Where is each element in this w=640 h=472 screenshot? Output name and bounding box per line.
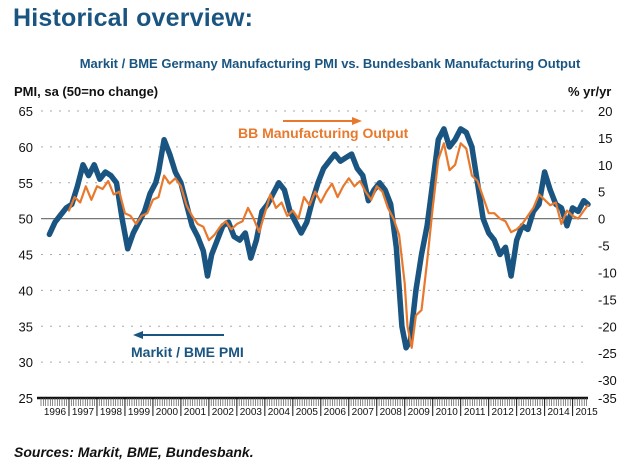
- right-tick-label: -15: [598, 292, 617, 307]
- pmi-legend-label: Markit / BME PMI: [131, 344, 244, 360]
- right-tick-label: 5: [598, 185, 605, 200]
- x-tick-label: 1998: [100, 407, 123, 418]
- x-tick-label: 2006: [324, 407, 347, 418]
- series-lines: [46, 126, 591, 351]
- left-axis-label: PMI, sa (50=no change): [14, 84, 159, 99]
- right-tick-label: -35: [598, 391, 617, 406]
- x-tick-label: 1996: [44, 407, 67, 418]
- right-tick-label: -25: [598, 346, 617, 361]
- x-axis: 1996 1997 1998 1999 2000 2001 2002 2003 2004 2005…: [37, 396, 598, 418]
- right-tick-label: 20: [598, 104, 612, 119]
- x-tick-label: 2004: [268, 407, 291, 418]
- right-tick-label: -30: [598, 373, 617, 388]
- right-tick-label: -20: [598, 319, 617, 334]
- left-tick-label: 35: [19, 319, 33, 334]
- x-tick-label: 2014: [548, 407, 571, 418]
- x-tick-label: 2011: [464, 407, 486, 418]
- x-tick-label: 2012: [492, 407, 515, 418]
- right-tick-label: -5: [598, 239, 610, 254]
- x-tick-label: 2013: [520, 407, 543, 418]
- left-tick-label: 25: [19, 391, 33, 406]
- left-tick-label: 40: [19, 283, 33, 298]
- left-tick-label: 30: [19, 355, 33, 370]
- right-tick-label: 0: [598, 212, 605, 227]
- right-axis-label: % yr/yr: [568, 84, 612, 99]
- series-line-pmi: [46, 126, 591, 351]
- series-line-bb-output: [67, 142, 590, 349]
- x-tick-label: 2015: [575, 407, 598, 418]
- left-tick-label: 45: [19, 248, 33, 263]
- x-tick-label: 2007: [352, 407, 375, 418]
- x-tick-label: 2009: [408, 407, 431, 418]
- page-title: Historical overview:: [13, 4, 254, 32]
- pmi-legend-arrow-head: [133, 331, 143, 339]
- x-tick-label: 2000: [156, 407, 179, 418]
- left-tick-label: 50: [19, 212, 33, 227]
- left-tick-label: 55: [19, 176, 33, 191]
- x-tick-label: 2005: [296, 407, 319, 418]
- chart-title: Markit / BME Germany Manufacturing PMI v…: [79, 56, 581, 71]
- right-tick-label: -10: [598, 265, 617, 280]
- right-axis-ticks: 20 15 10 5 0 -5 -10 -15 -20 -25 -30 -35: [598, 104, 617, 406]
- bb-legend-arrow-head: [352, 117, 362, 125]
- right-tick-label: 15: [598, 131, 612, 146]
- bb-legend-label: BB Manufacturing Output: [238, 125, 409, 141]
- left-axis-ticks: 65 60 55 50 45 40 35 30 25: [19, 104, 33, 406]
- x-tick-label: 2010: [436, 407, 459, 418]
- right-tick-label: 10: [598, 158, 612, 173]
- x-tick-label: 2002: [212, 407, 235, 418]
- left-tick-label: 60: [19, 140, 33, 155]
- x-tick-label: 1997: [72, 407, 95, 418]
- x-tick-label: 2003: [240, 407, 263, 418]
- x-tick-label: 2001: [184, 407, 207, 418]
- legend: BB Manufacturing Output Markit / BME PMI: [131, 117, 409, 360]
- sources-note: Sources: Markit, BME, Bundesbank.: [14, 444, 254, 460]
- left-tick-label: 65: [19, 104, 33, 119]
- x-tick-label: 1999: [128, 407, 151, 418]
- x-tick-label: 2008: [380, 407, 403, 418]
